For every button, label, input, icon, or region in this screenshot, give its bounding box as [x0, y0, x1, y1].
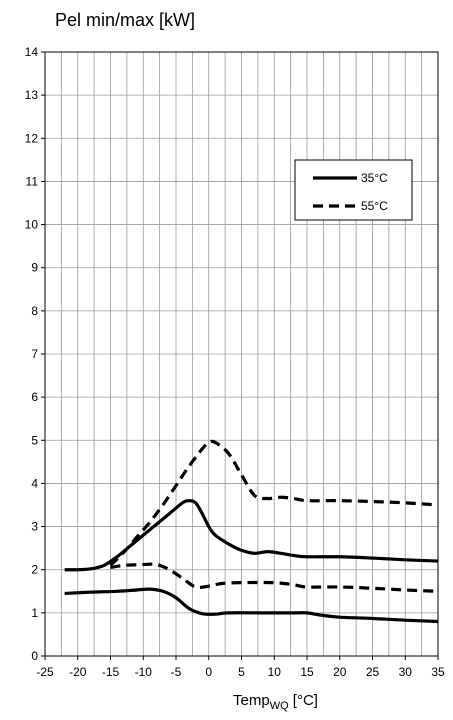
x-tick-label: 20	[333, 665, 347, 679]
x-tick-label: 5	[238, 665, 245, 679]
y-tick-label: 11	[26, 174, 39, 188]
legend-box	[294, 159, 413, 221]
y-tick-label: 2	[31, 563, 38, 577]
y-tick-label: 12	[25, 131, 39, 145]
y-tick-label: 9	[31, 261, 38, 275]
series-line-35c-max	[64, 499, 439, 572]
legend-label: 35°C	[361, 171, 388, 185]
y-tick-label: 5	[31, 433, 38, 447]
y-tick-label: 6	[31, 390, 38, 404]
x-tick-label: -25	[36, 665, 54, 679]
x-tick-label: -20	[69, 665, 87, 679]
x-axis-label-main: Temp	[233, 692, 270, 709]
series-line-55c-max	[109, 439, 439, 567]
x-tick-label: 10	[268, 665, 282, 679]
y-tick-label: 0	[31, 649, 38, 663]
x-tick-label: -15	[102, 665, 120, 679]
legend-label: 55°C	[361, 199, 388, 213]
y-tick-label: 1	[31, 606, 38, 620]
y-tick-label: 13	[25, 88, 39, 102]
x-tick-label: -5	[171, 665, 182, 679]
series-line-35c-min	[64, 587, 439, 624]
x-tick-label: -10	[135, 665, 153, 679]
y-tick-label: 3	[31, 520, 38, 534]
x-axis-label-unit: [°C]	[289, 692, 318, 709]
chart-title: Pel min/max [kW]	[55, 10, 195, 30]
x-axis-ticks: -25 -20 -15 -10 -5 0 5 10 15 20 25 30 35	[36, 656, 445, 679]
y-tick-label: 8	[31, 304, 38, 318]
series-group	[64, 439, 439, 624]
x-tick-label: 30	[399, 665, 413, 679]
x-tick-label: 0	[205, 665, 212, 679]
x-tick-label: 25	[366, 665, 380, 679]
y-tick-label: 10	[25, 218, 39, 232]
y-tick-label: 4	[31, 476, 38, 490]
x-tick-label: 35	[431, 665, 445, 679]
x-axis-label-subscript: WQ	[270, 700, 289, 712]
x-axis-label: TempWQ [°C]	[233, 692, 318, 712]
y-tick-label: 14	[25, 45, 39, 59]
series-line-55c-min	[110, 562, 439, 593]
x-tick-label: 15	[300, 665, 314, 679]
y-tick-label: 7	[31, 347, 38, 361]
legend: 35°C 55°C	[294, 159, 413, 221]
